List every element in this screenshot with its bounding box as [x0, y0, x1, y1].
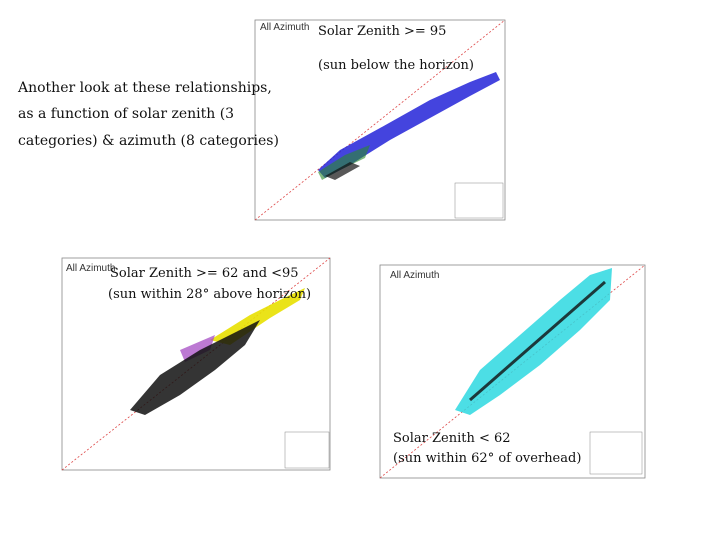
- caption: Solar Zenith >= 95: [318, 24, 447, 39]
- panel-label: All Azimuth: [260, 22, 309, 33]
- intro-line: categories) & azimuth (8 categories): [18, 133, 279, 149]
- panel-label: All Azimuth: [66, 263, 115, 274]
- plot-bottom-right: All Azimuth: [379, 264, 646, 479]
- point-cloud: [130, 320, 260, 415]
- legend: [284, 431, 330, 469]
- plot-top: All Azimuth: [254, 19, 506, 221]
- caption: (sun within 28° above horizon): [108, 287, 312, 302]
- caption: (sun within 62° of overhead): [393, 451, 582, 466]
- one-to-one-line: [61, 257, 331, 471]
- panel-label: All Azimuth: [390, 270, 439, 281]
- point-cloud: [210, 288, 305, 345]
- point-cloud: [325, 162, 360, 180]
- caption: Solar Zenith >= 62 and <95: [110, 266, 299, 281]
- point-cloud: [180, 335, 215, 362]
- intro-line: as a function of solar zenith (3: [18, 106, 235, 122]
- point-cloud: [318, 145, 370, 180]
- caption: Solar Zenith < 62: [393, 431, 511, 446]
- caption: (sun below the horizon): [318, 58, 474, 73]
- legend: [454, 182, 504, 219]
- legend: [589, 431, 643, 475]
- point-cloud: [469, 280, 606, 402]
- plot-bottom-left: All Azimuth: [61, 257, 331, 471]
- one-to-one-line: [254, 19, 506, 221]
- intro-line: Another look at these relationships,: [18, 80, 272, 96]
